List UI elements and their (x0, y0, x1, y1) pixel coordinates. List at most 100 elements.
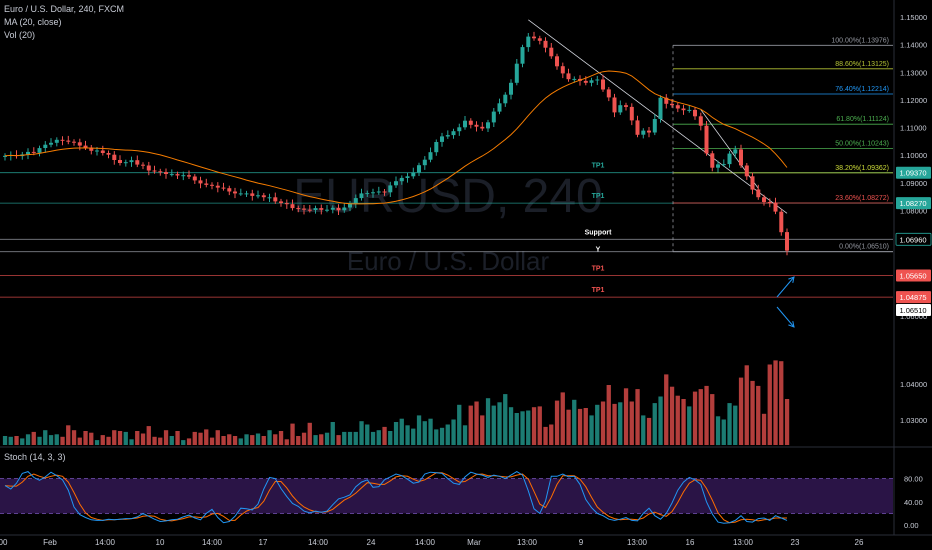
candle-body (589, 80, 594, 83)
stochastic-pane (0, 471, 893, 524)
volume-bar (261, 436, 266, 445)
volume-bar (514, 413, 519, 445)
stoch-tick-label: 0.00 (904, 521, 919, 530)
legend-symbol[interactable]: Euro / U.S. Dollar, 240, FXCM (4, 4, 125, 14)
stoch-k-line (4, 471, 788, 524)
volume-bar (353, 431, 358, 445)
volume-bar (457, 404, 462, 446)
volume-bar (600, 401, 606, 445)
volume-bar (376, 430, 381, 445)
time-tick-label: Feb (43, 538, 57, 547)
candle-body (514, 63, 519, 83)
candle-body (37, 148, 42, 153)
candle-body (491, 111, 496, 123)
candle-body (537, 38, 542, 41)
candle-body (744, 165, 749, 177)
volume-bar (687, 406, 692, 445)
candle-body (49, 142, 53, 145)
candle-body (480, 126, 485, 129)
price-axis[interactable]: 1.15000 1.14000 1.13000 1.12000 1.11000 1.100… (895, 13, 932, 425)
price-badge-label: 1.08270 (899, 199, 926, 208)
time-tick-label: 23 (791, 538, 800, 547)
volume-bar (577, 408, 583, 445)
volume-bar (359, 421, 364, 445)
volume-bar (629, 401, 634, 445)
candle-body (664, 97, 669, 104)
candle-body (227, 188, 232, 192)
volume-bar (474, 401, 479, 445)
volume-bar (152, 436, 157, 445)
candle-body (417, 165, 421, 173)
candle-body (198, 180, 203, 184)
volume-bar (623, 388, 629, 445)
time-axis[interactable]: 00 Feb 14:00 10 14:00 17 14:00 24 14:00 Mar 13:00 9… (0, 538, 864, 547)
price-badge-label: 1.06960 (899, 235, 926, 244)
volume-bar (278, 431, 284, 445)
volume-bar (388, 431, 393, 445)
candle-body (773, 202, 778, 212)
fibonacci-retracement[interactable]: 100.00%(1.13976) 88.60%(1.13125) 76.40%(1.… (672, 37, 893, 253)
level-label: Support (585, 229, 612, 236)
candle-body (279, 201, 283, 204)
volume-bar (117, 431, 123, 445)
candle-body (54, 139, 59, 143)
volume-bar (31, 431, 36, 445)
volume-bar (566, 409, 571, 445)
legend-stoch[interactable]: Stoch (14, 3, 3) (4, 452, 66, 462)
volume-bar (744, 365, 749, 445)
volume-bar (554, 400, 560, 445)
candle-body (555, 56, 559, 67)
candle-body (468, 120, 473, 125)
price-badge (896, 304, 931, 316)
stoch-tick-label: 80.00 (904, 475, 923, 484)
candle-body (382, 191, 387, 193)
volume-bar (646, 417, 652, 445)
drawings[interactable] (528, 19, 795, 328)
volume-bar (526, 410, 531, 445)
candle-body (779, 211, 784, 233)
candle-body (756, 189, 761, 198)
volume-bar (549, 424, 554, 445)
candle-body (233, 191, 237, 194)
candle-body (175, 174, 180, 176)
candle-body (192, 176, 197, 181)
candle-body (158, 171, 163, 173)
volume-bar (612, 403, 617, 445)
time-tick-label: Mar (467, 538, 481, 547)
support-marker: Y (596, 246, 601, 253)
volume-bar (439, 427, 445, 446)
time-tick-label: 24 (367, 538, 376, 547)
candle-body (647, 130, 651, 133)
candle-body (698, 116, 703, 126)
candle-body (635, 120, 640, 135)
volume-bar (100, 435, 105, 445)
candle-body (250, 193, 255, 196)
volume-bar (221, 436, 226, 445)
volume-bar (307, 422, 312, 445)
candle-body (95, 150, 99, 152)
candle-body (164, 172, 168, 174)
price-badge (896, 197, 931, 210)
candle-body (319, 208, 324, 210)
candle-body (509, 82, 513, 95)
candle-body (129, 160, 134, 163)
candle-body (405, 176, 410, 178)
legend-ma[interactable]: MA (20, close) (4, 17, 62, 27)
candle-body (687, 109, 692, 111)
candle-body (146, 165, 151, 171)
volume-bar (370, 431, 376, 445)
candle-body (261, 195, 266, 198)
volume-bar (710, 394, 715, 445)
projection-arrow-up-head (788, 276, 795, 283)
volume-bar (347, 431, 353, 445)
price-badge-label: 1.05650 (899, 272, 926, 281)
volume-bar (2, 436, 8, 445)
candle-body (348, 203, 352, 208)
candle-body (440, 136, 444, 142)
volume-bar (635, 389, 640, 445)
watermark-ticker: EURUSD, 240 (293, 170, 602, 223)
legend-vol[interactable]: Vol (20) (4, 30, 36, 40)
candle-body (238, 193, 243, 195)
